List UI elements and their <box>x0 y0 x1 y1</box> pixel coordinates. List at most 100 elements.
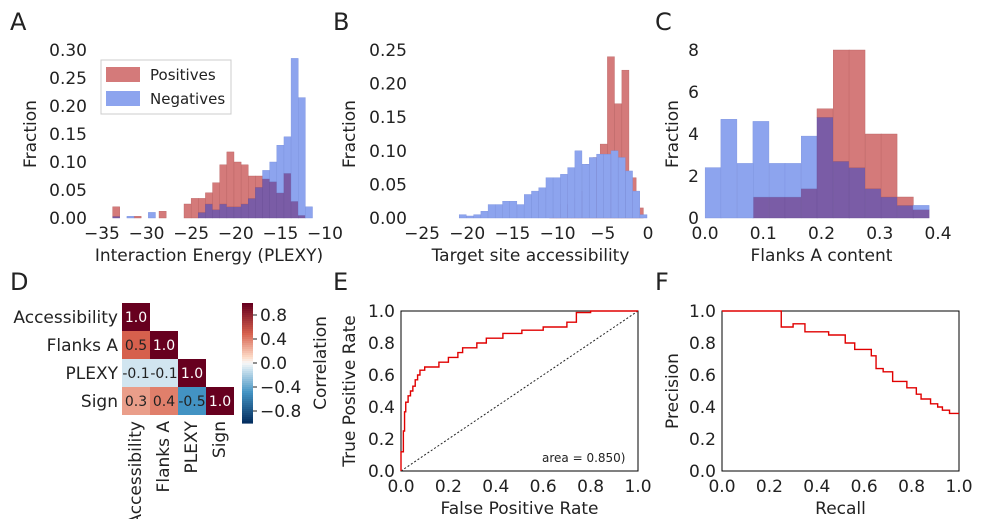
colorbar-segment <box>242 303 253 306</box>
colorbar-segment <box>242 345 253 348</box>
y-tick-label: 0.05 <box>369 175 407 195</box>
histogram-bar-overlap <box>283 172 292 219</box>
colorbar-segment <box>242 321 253 324</box>
colorbar-segment <box>242 385 253 388</box>
colorbar-segment <box>242 331 253 334</box>
x-tick-label: 1.0 <box>945 477 972 497</box>
colorbar-segment <box>242 329 253 332</box>
heatmap-row-label: Sign <box>81 392 118 412</box>
colorbar-segment <box>242 307 253 310</box>
panel-d-correlation-heatmap: 1.00.5 1.0-0.1 -0.1 1.00.3 0.4 -0.5 1.0Accessi… <box>13 303 331 523</box>
histogram-bar-negatives <box>524 194 532 219</box>
histogram-bar-negatives <box>538 187 546 219</box>
x-tick-label: 0.6 <box>530 477 557 497</box>
histogram-bar-negatives <box>720 119 738 219</box>
colorbar-segment <box>242 381 253 384</box>
histogram-bar-negatives <box>784 163 802 198</box>
y-axis-label: Fraction <box>21 100 41 168</box>
colorbar-tick-label: −0.8 <box>260 402 301 422</box>
heatmap-cell-label: 0.5 <box>125 338 147 354</box>
histogram-bar-negatives <box>552 177 561 219</box>
heatmap-cell-label: 1.0 <box>153 338 175 354</box>
y-tick-label: 0.10 <box>49 153 87 173</box>
legend-label-negatives: Negatives <box>150 90 225 108</box>
heatmap-cell-label: 1.0 <box>125 310 147 326</box>
colorbar-segment <box>242 393 253 396</box>
histogram-bar-overlap <box>276 192 285 219</box>
panel-e-roc-curve: 0.0 0.2 0.4 0.6 0.8 1.0 0.0 0.2 0.4 0.6 0.8 1.0 Fals… <box>340 302 652 519</box>
x-tick-label: 0.1 <box>750 224 777 244</box>
histogram-bar-negatives <box>305 206 313 219</box>
colorbar-segment <box>242 419 253 422</box>
histogram-bar-positives <box>865 133 882 189</box>
y-tick-label: 0.6 <box>368 366 395 386</box>
y-tick-label: 4 <box>688 125 699 145</box>
histogram-bar-negatives <box>480 211 489 219</box>
legend-label-positives: Positives <box>150 66 216 84</box>
histogram-bar-negatives <box>574 150 583 219</box>
colorbar-segment <box>242 355 253 358</box>
histogram-bar-positives <box>897 196 914 206</box>
histogram-bar-positives <box>133 216 142 219</box>
y-tick-label: 0.0 <box>689 462 716 482</box>
histogram-bar-negatives <box>516 204 525 219</box>
histogram-bar-negatives <box>148 212 156 219</box>
x-tick-label: 0.4 <box>924 224 951 244</box>
x-tick-label: 0 <box>643 224 654 244</box>
histogram-bar-negatives <box>581 164 590 219</box>
colorbar-segment <box>242 383 253 386</box>
plot-frame <box>400 310 639 472</box>
x-tick-label: −5 <box>590 224 615 244</box>
colorbar-segment <box>242 315 253 318</box>
y-tick-label: 0.8 <box>368 334 395 354</box>
heatmap-cell-label: 1.0 <box>181 366 203 382</box>
y-tick-label: 0.4 <box>689 398 716 418</box>
x-tick-label: −10 <box>540 224 576 244</box>
histogram-bar-negatives <box>589 157 597 219</box>
panel-letters: A B C D E F <box>10 8 672 296</box>
colorbar-segment <box>242 353 253 356</box>
panel-c-histogram: 0.0 0.1 0.2 0.3 0.4 0 2 4 6 8 Flanks A content Frac… <box>663 41 952 266</box>
colorbar-segment <box>242 305 253 308</box>
x-tick-label: 0.2 <box>756 477 783 497</box>
y-tick-label: 0.00 <box>49 209 87 229</box>
colorbar-segment <box>242 413 253 416</box>
colorbar-segment <box>242 391 253 394</box>
histogram-bar-overlap <box>219 203 228 219</box>
y-tick-label: 1.0 <box>689 302 716 322</box>
histogram-bar-overlap <box>112 216 120 219</box>
histogram-bar-negatives <box>603 153 612 219</box>
x-tick-label: −35 <box>84 224 120 244</box>
legend-swatch-positives <box>106 67 140 82</box>
histogram-bar-overlap <box>880 196 898 219</box>
histogram-bar-overlap <box>833 161 850 219</box>
histogram-bar-positives <box>233 161 242 207</box>
colorbar-segment <box>242 339 253 342</box>
colorbar-segment <box>242 311 253 314</box>
colorbar-segment <box>242 375 253 378</box>
histogram-bar-negatives <box>298 97 306 216</box>
colorbar-segment <box>242 337 253 340</box>
histogram-bar-negatives <box>276 144 285 193</box>
histogram-bar-negatives <box>912 205 930 210</box>
histogram-bar-overlap <box>848 167 866 219</box>
histogram-bar-overlap <box>752 196 770 219</box>
x-tick-label: −30 <box>129 224 165 244</box>
y-tick-label: 0.15 <box>369 108 407 128</box>
heatmap-cell-label: -0.5 <box>178 394 205 410</box>
histogram-bar-negatives <box>560 174 568 219</box>
histogram-bar-negatives <box>618 157 626 219</box>
histogram-bar-negatives <box>736 163 754 219</box>
y-axis-label: Precision <box>663 353 683 429</box>
colorbar-segment <box>242 407 253 410</box>
colorbar-segment <box>242 377 253 380</box>
colorbar-segment <box>242 395 253 398</box>
panel-a-histogram: −35 −30 −25 −20 −15 −10 0.00 0.05 0.10 0.15 0.20 0.… <box>21 41 343 266</box>
histogram-bar-positives <box>205 192 213 205</box>
x-tick-label: −15 <box>494 224 530 244</box>
colorbar-segment <box>242 309 253 312</box>
colorbar-tick-label: 0.8 <box>260 306 287 326</box>
y-tick-label: 0 <box>688 209 699 229</box>
colorbar-segment <box>242 357 253 360</box>
histogram-bar-negatives <box>567 167 575 219</box>
